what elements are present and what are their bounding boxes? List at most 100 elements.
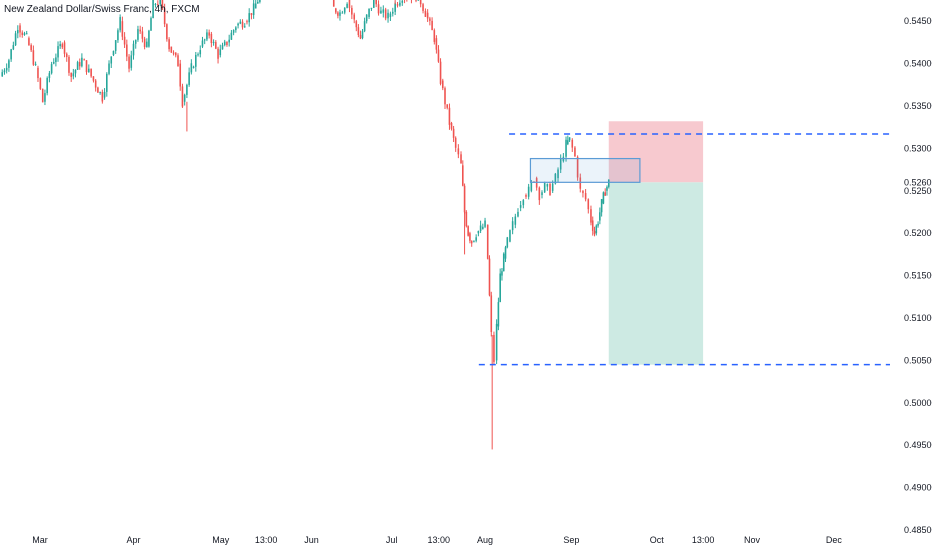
current-price-label: 0.52602 (904, 177, 932, 187)
candle-body (226, 41, 228, 46)
candle-body (228, 39, 230, 43)
candle-body (450, 122, 453, 129)
candle-body (181, 86, 184, 107)
candle-body (37, 67, 39, 79)
candle-body (215, 42, 217, 49)
candle-body (346, 3, 348, 8)
candle-body (506, 237, 509, 248)
candle-body (103, 91, 106, 98)
candle-body (50, 64, 53, 74)
candle-body (250, 13, 253, 16)
candle-body (380, 10, 382, 14)
candle-body (237, 23, 239, 26)
candle-body (597, 223, 599, 226)
candle-body (499, 273, 501, 303)
candle-body (208, 32, 210, 36)
candle-body (117, 30, 119, 41)
candle-body (431, 20, 433, 31)
candle-body (152, 0, 154, 19)
candle-body (373, 0, 375, 8)
candle-body (203, 39, 206, 41)
candle-body (90, 68, 92, 77)
candle-body (417, 0, 420, 1)
candle-body (479, 225, 482, 231)
x-tick-label: Dec (826, 535, 843, 545)
candle-body (101, 92, 104, 102)
candle-body (248, 13, 250, 23)
candle-body (72, 73, 75, 77)
candle-body (497, 302, 500, 327)
candle-body (172, 52, 175, 54)
candle-body (460, 154, 462, 164)
candle-body (146, 41, 148, 47)
candle-body (522, 200, 525, 206)
candle-body (396, 4, 399, 6)
candle-body (419, 0, 422, 5)
candle-body (351, 7, 353, 15)
candle-body (65, 53, 68, 57)
candle-body (23, 33, 26, 35)
candle-body (424, 10, 427, 17)
candle-body (78, 62, 81, 67)
candle-body (74, 69, 77, 74)
candle-body (435, 38, 438, 50)
candle-body (604, 192, 606, 196)
candle-body (341, 12, 344, 14)
candle-body (106, 73, 108, 92)
candle-body (128, 56, 130, 69)
candle-body (375, 0, 377, 5)
candle-body (241, 21, 244, 28)
candle-body (363, 21, 366, 32)
candle-body (12, 45, 15, 50)
candle-body (568, 137, 571, 141)
x-tick-label: May (212, 535, 230, 545)
candle-body (467, 226, 469, 236)
candle-body (584, 193, 587, 200)
candle-body (197, 54, 199, 56)
candle-body (195, 54, 197, 67)
candle-body (210, 33, 213, 44)
candle-body (235, 27, 237, 31)
candle-body (332, 0, 335, 7)
candle-body (76, 62, 79, 70)
candle-body (141, 31, 144, 39)
candle-body (394, 3, 396, 12)
candle-body (441, 80, 444, 89)
candle-body (517, 211, 519, 217)
candle-body (549, 183, 551, 196)
candle-body (582, 190, 584, 194)
candle-body (230, 32, 233, 40)
candle-body (355, 21, 358, 28)
candle-body (25, 33, 28, 35)
candle-body (567, 140, 569, 145)
candle-body (232, 30, 235, 33)
candle-body (590, 209, 592, 223)
candle-body (143, 38, 146, 47)
candle-body (401, 0, 404, 3)
candle-body (337, 12, 339, 16)
candle-body (134, 39, 137, 44)
candle-body (39, 78, 42, 89)
candle-body (477, 230, 480, 234)
candle-body (525, 195, 527, 197)
candle-body (422, 4, 424, 11)
candle-body (387, 12, 389, 19)
candle-body (595, 225, 598, 234)
candle-body (606, 186, 608, 191)
candle-body (348, 0, 351, 8)
candle-body (501, 271, 503, 276)
candle-body (484, 220, 486, 227)
candle-body (541, 192, 543, 196)
candle-body (339, 12, 341, 16)
supply-zone-box (529, 157, 641, 183)
candle-body (426, 12, 429, 19)
candle-body (600, 199, 603, 213)
candle-body (579, 177, 582, 189)
candle-body (34, 63, 37, 65)
candle-body (190, 63, 193, 73)
